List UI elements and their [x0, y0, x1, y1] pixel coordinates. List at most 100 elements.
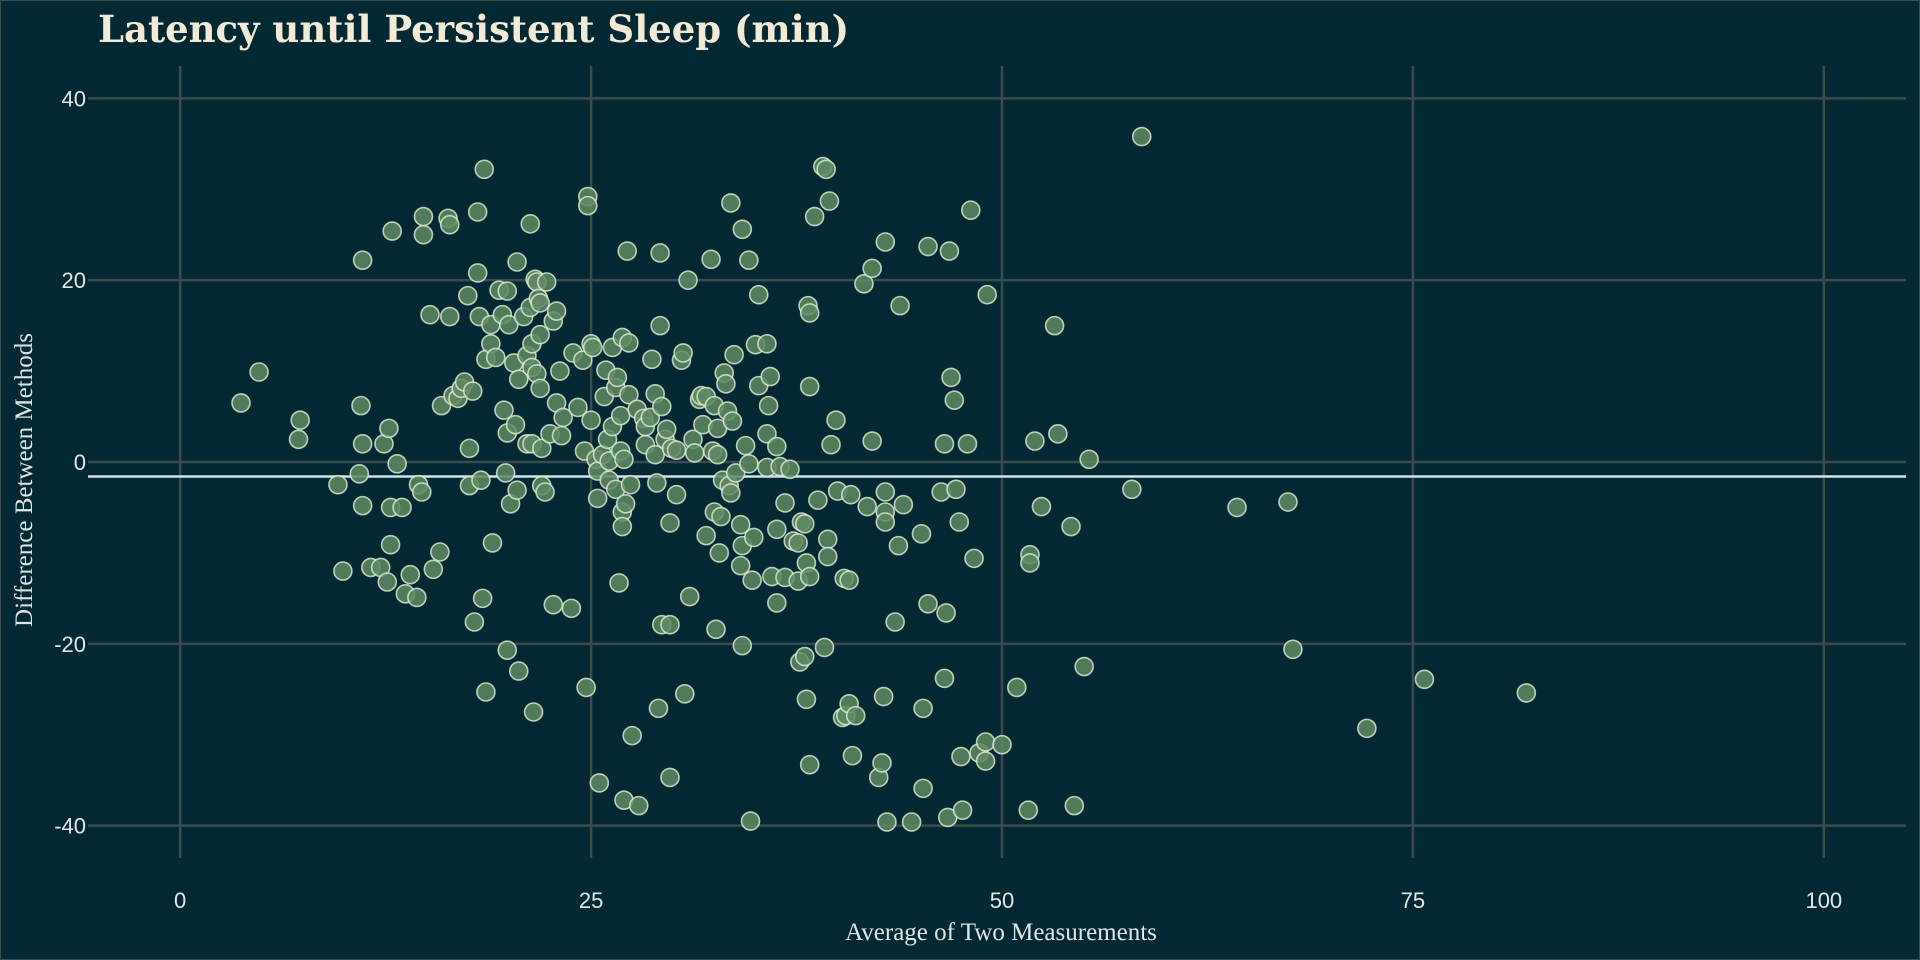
data-point: [975, 751, 996, 771]
data-point: [952, 800, 973, 820]
data-point: [458, 285, 478, 306]
data-point: [679, 586, 700, 607]
data-point: [462, 381, 483, 401]
data-point: [1131, 126, 1152, 147]
data-point: [1079, 449, 1099, 470]
data-point: [543, 594, 564, 615]
data-point: [918, 236, 938, 257]
data-point: [1074, 656, 1094, 677]
data-point: [1122, 479, 1142, 500]
data-point: [407, 587, 427, 608]
data-point: [730, 555, 751, 576]
data-point: [1048, 424, 1068, 444]
data-point: [551, 425, 572, 446]
data-point: [744, 527, 764, 548]
data-point: [799, 303, 820, 323]
data-point: [531, 438, 552, 459]
data-point: [578, 195, 598, 216]
data-point: [392, 497, 412, 518]
data-point: [379, 418, 399, 439]
data-point: [757, 424, 777, 444]
data-point: [951, 746, 971, 767]
data-point: [505, 414, 526, 435]
data-point: [975, 732, 996, 752]
data-point: [857, 496, 878, 517]
data-point: [530, 324, 550, 345]
data-point: [651, 396, 672, 417]
data-point: [351, 395, 371, 416]
data-point: [1516, 683, 1537, 703]
data-point: [817, 529, 838, 550]
data-point: [615, 494, 636, 514]
y-tick-label: -40: [54, 814, 86, 839]
data-point: [1061, 516, 1081, 537]
data-point: [674, 684, 695, 704]
data-point: [711, 506, 731, 527]
data-point: [609, 573, 629, 593]
data-point: [249, 362, 269, 382]
data-point: [701, 249, 721, 270]
data-point: [706, 619, 726, 640]
data-point: [1018, 800, 1039, 820]
data-point: [913, 698, 933, 719]
data-point: [840, 484, 861, 505]
data-point: [872, 753, 892, 773]
data-point: [349, 464, 370, 484]
data-point: [530, 378, 550, 399]
data-point: [890, 295, 910, 316]
data-point: [467, 263, 488, 283]
x-tick-label: 25: [579, 888, 603, 913]
data-point: [839, 570, 859, 590]
data-point: [382, 221, 403, 241]
data-point: [678, 270, 698, 290]
data-point: [380, 534, 401, 555]
data-point: [739, 454, 759, 474]
data-point: [817, 546, 838, 567]
x-tick-label: 50: [990, 888, 1014, 913]
data-point: [650, 243, 670, 263]
data-point: [1227, 497, 1247, 518]
data-point: [645, 444, 665, 465]
data-point: [619, 333, 639, 353]
data-point: [724, 344, 744, 365]
data-point: [739, 250, 759, 270]
y-axis-ticks: -40 -20 0 20 40: [54, 86, 86, 838]
data-point: [288, 429, 309, 450]
y-tick-label: 0: [74, 450, 86, 475]
data-point: [535, 482, 555, 502]
data-point: [957, 434, 978, 454]
y-tick-label: 40: [62, 86, 86, 111]
x-tick-label: 100: [1805, 888, 1842, 913]
data-point: [471, 470, 491, 490]
data-point: [885, 612, 905, 632]
data-point: [673, 343, 693, 363]
data-point: [581, 410, 601, 430]
data-point: [799, 376, 820, 397]
data-point: [439, 214, 460, 235]
data-point: [696, 525, 716, 546]
data-point: [352, 495, 373, 516]
data-point: [610, 405, 631, 426]
data-point: [495, 463, 516, 483]
data-point: [722, 411, 743, 431]
data-point: [508, 369, 529, 390]
data-point: [582, 337, 603, 358]
data-point: [821, 434, 841, 455]
data-point: [936, 603, 956, 623]
data-point: [720, 193, 741, 213]
data-point: [911, 524, 932, 544]
data-point: [730, 514, 751, 535]
data-point: [561, 598, 582, 619]
data-point: [413, 224, 434, 245]
data-point: [523, 702, 544, 722]
data-point: [1031, 496, 1052, 517]
data-point: [767, 593, 787, 613]
data-point: [796, 689, 817, 710]
data-point: [799, 754, 820, 775]
data-point: [546, 301, 567, 321]
data-point: [842, 745, 863, 766]
data-point: [231, 393, 251, 413]
data-point: [862, 258, 882, 279]
y-tick-label: 20: [62, 268, 86, 293]
